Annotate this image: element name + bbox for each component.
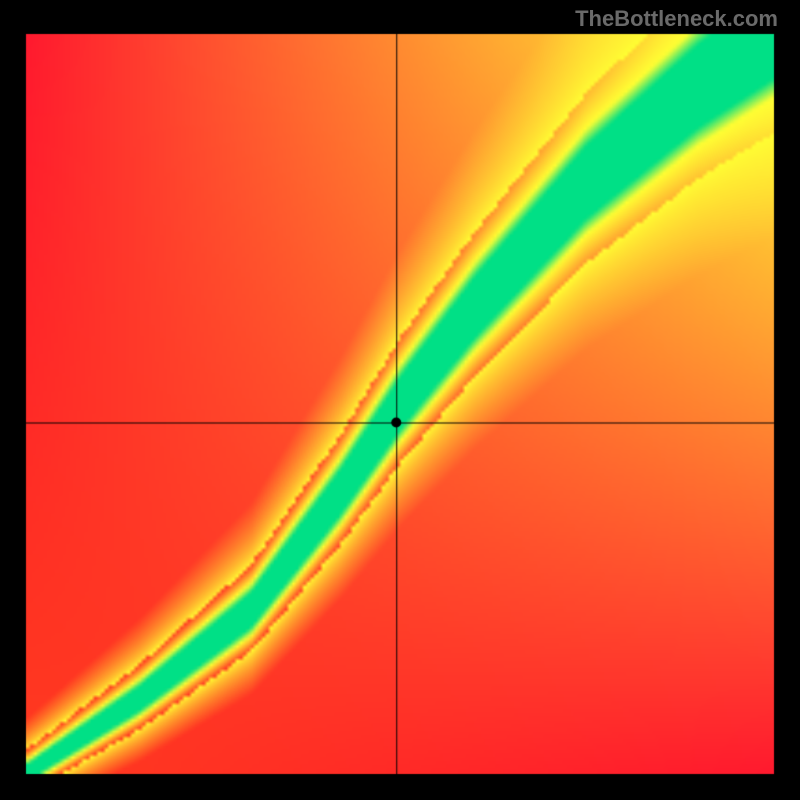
heatmap-canvas bbox=[0, 0, 800, 800]
watermark-text: TheBottleneck.com bbox=[575, 6, 778, 32]
chart-container: TheBottleneck.com bbox=[0, 0, 800, 800]
